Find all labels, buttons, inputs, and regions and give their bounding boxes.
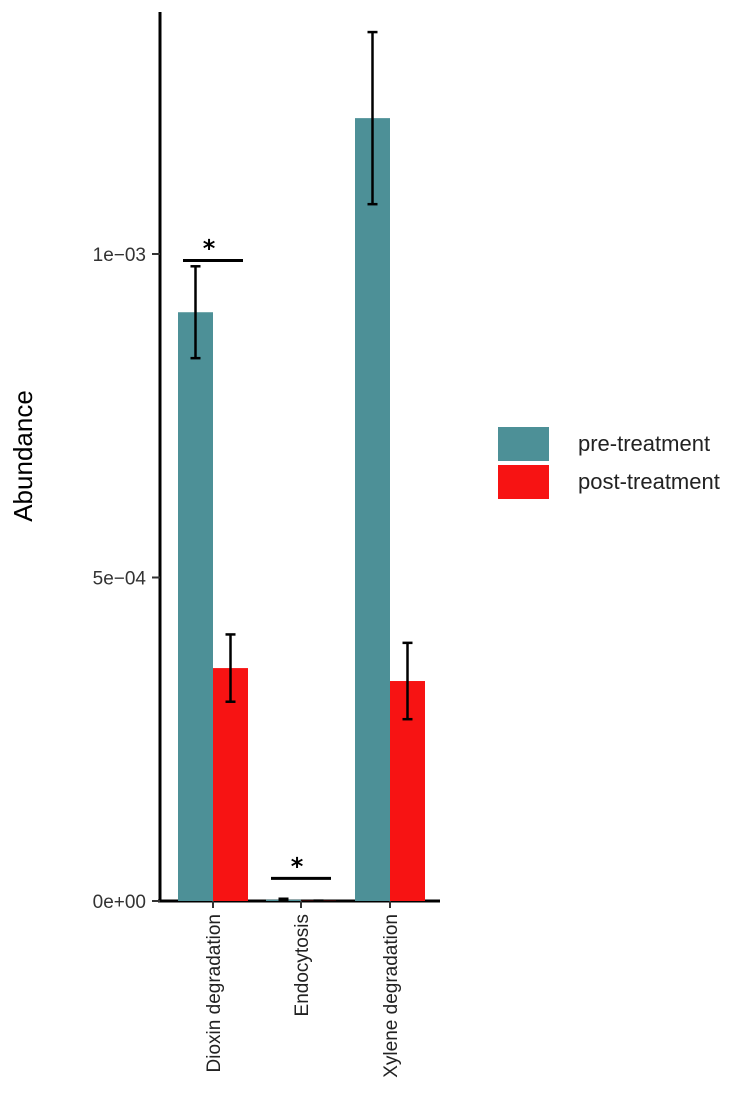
y-tick-label: 1e−03 [93, 245, 146, 266]
y-tick-label: 5e−04 [93, 569, 147, 590]
y-tick-label: 0e+00 [93, 892, 146, 913]
significance-star: * [291, 852, 304, 880]
bars [178, 118, 425, 902]
x-tick-label: Dioxin degradation [204, 914, 225, 1072]
legend-label: pre-treatment [578, 431, 710, 456]
y-axis-title: Abundance [8, 390, 38, 522]
significance-star: * [203, 234, 216, 262]
x-tick-label: Endocytosis [292, 914, 313, 1016]
y-ticks: 0e+00 5e−04 1e−03 [93, 245, 160, 913]
error-bars [190, 30, 413, 903]
x-ticks: Dioxin degradation Endocytosis Xylene degr… [204, 901, 402, 1078]
legend-swatch [496, 425, 551, 463]
legend-swatch [496, 463, 551, 501]
bar-post [213, 668, 248, 901]
bar-pre [355, 118, 390, 901]
bar-pre [178, 312, 213, 902]
x-tick-label: Xylene degradation [381, 914, 402, 1078]
legend: pre-treatment post-treatment [496, 425, 720, 501]
legend-label: post-treatment [578, 469, 720, 494]
significance-markers: *** [183, 234, 331, 880]
